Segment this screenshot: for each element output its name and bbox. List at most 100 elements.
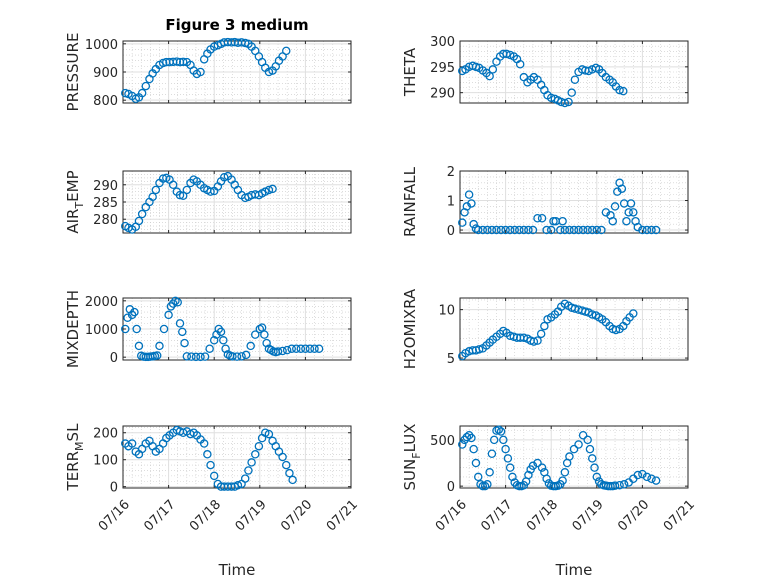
data-point [468,346,478,355]
data-point [570,75,580,85]
x-tick-label: 07/17 [141,497,178,534]
data-point [473,225,483,235]
data-point [624,208,633,217]
data-point [125,305,135,314]
data-point [458,218,467,227]
data-point [281,460,291,470]
y-tick-label: 1 [447,195,455,210]
data-point [310,344,319,353]
data-point [187,352,196,361]
data-point [134,216,144,226]
data-point [227,38,236,47]
data-point [203,450,212,459]
y-tick-label: 0 [447,224,455,239]
data-point [209,336,219,345]
data-point [565,452,574,461]
data-point [478,481,488,491]
data-point [503,454,513,463]
chart-title: Figure 3 medium [165,16,308,34]
data-point [262,338,271,348]
data-point [278,452,287,462]
data-point [587,225,597,235]
data-point [141,81,151,91]
data-point [254,441,264,451]
data-point [206,187,215,196]
data-point [501,444,510,454]
data-point [250,450,260,459]
data-point [489,435,499,445]
data-point [492,225,501,235]
data-point [175,319,185,328]
data-point [175,190,185,200]
y-axis-label: PRESSURE [64,33,82,112]
data-point [505,225,515,235]
y-axis-label: SUNFLUX [401,424,423,491]
data-point [569,225,579,235]
y-axis-label: RAINFALL [401,166,419,237]
y-tick-label: 900 [93,66,118,81]
x-tick-label: 07/18 [187,497,224,534]
data-point [590,463,599,472]
data-point [564,97,573,107]
data-point [462,432,472,442]
data-point [296,344,306,353]
data-point [615,85,624,95]
x-tick-label: 07/19 [570,497,607,534]
data-point [585,444,595,454]
data-point [574,440,583,449]
data-point [542,225,551,235]
data-point [647,474,656,483]
data-point [123,313,132,322]
data-point [196,67,205,77]
data-point [130,307,139,317]
data-point [638,469,647,479]
data-point [515,225,524,235]
x-tick-label: 07/21 [661,497,698,534]
data-point [485,468,494,477]
data-point [622,216,631,226]
data-point [560,225,570,235]
data-point [244,466,253,475]
data-point [467,199,476,208]
subplot-air-temp: 280 285 290 AIRTEMP [64,170,352,234]
data-point [268,184,277,194]
data-point [574,225,583,235]
data-point [164,310,173,320]
axes-box [122,425,352,489]
data-point [250,330,260,339]
data-point [558,216,567,226]
data-point [524,225,533,235]
data-point [182,185,192,195]
data-point [626,199,636,208]
data-point [488,65,498,74]
data-point [240,474,250,483]
data-point [292,344,301,353]
data-point [515,481,524,491]
data-point [209,42,219,51]
data-point [301,344,310,353]
x-tick-label: 07/16 [433,497,470,534]
data-point [617,184,627,193]
y-tick-label: 500 [430,434,455,449]
y-tick-label: 2 [447,165,455,180]
data-point [205,344,214,353]
y-tick-label: 285 [93,196,118,211]
data-point [499,435,508,445]
subplot-rainfall: 0 1 2 RAINFALL [401,165,689,239]
data-point [615,480,624,490]
data-point [212,330,221,339]
data-point [219,172,229,182]
data-point [487,449,497,459]
data-point [642,225,652,235]
data-point [587,310,597,319]
y-tick-label: 2000 [85,295,118,310]
data-point [542,474,551,483]
data-point [610,481,620,490]
data-point [515,60,525,69]
subplot-terr-msl: 0 100 200 07/16 07/17 07/18 07/19 07/20 07/21 TER… [64,423,361,579]
data-point [178,191,188,201]
data-point [529,337,539,346]
data-point [228,352,237,361]
data-point [180,338,189,348]
